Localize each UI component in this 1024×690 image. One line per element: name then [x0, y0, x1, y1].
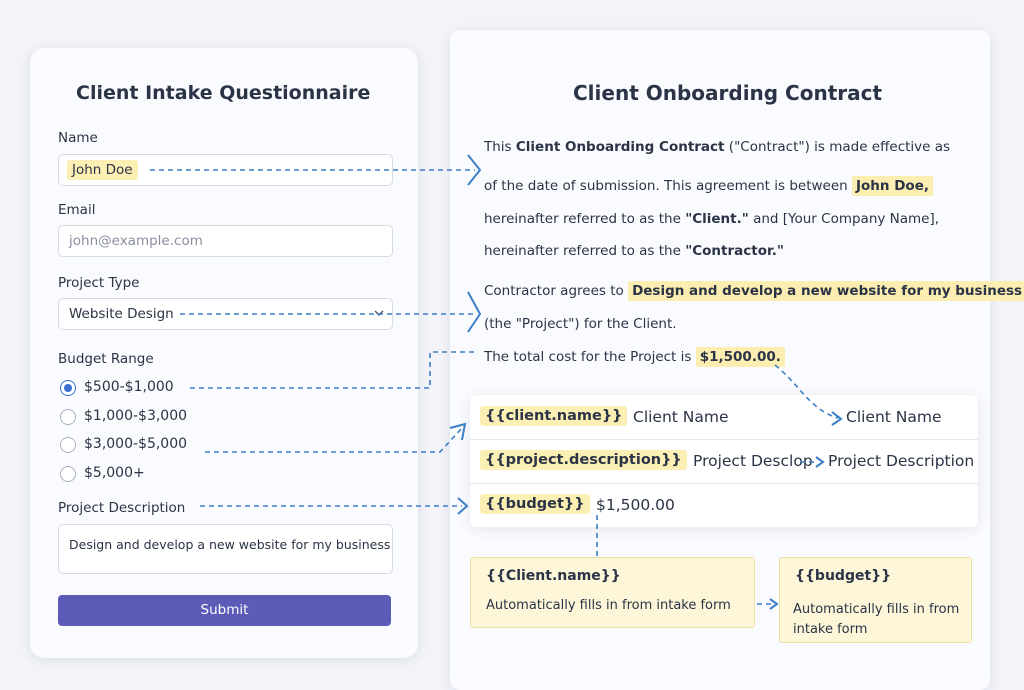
note-text: Automatically fills in from intake form: [486, 598, 731, 613]
source-value: $1,500.00: [596, 496, 675, 514]
contract-line: hereinafter referred to as the "Client."…: [484, 211, 939, 227]
form-title: Client Intake Questionnaire: [76, 82, 371, 104]
source-value: Project Desclop: [693, 452, 813, 470]
text-segment: hereinafter referred to as the: [484, 211, 686, 227]
contract-line: The total cost for the Project is $1,500…: [484, 347, 785, 367]
note: [470, 557, 755, 628]
select-value: Website Design: [69, 306, 174, 322]
text-segment: and [Your Company Name],: [748, 211, 940, 227]
text-segment: John Doe,: [852, 176, 933, 196]
note-tag: {{Client.name}}: [486, 568, 621, 584]
contract-line: of the date of submission. This agreemen…: [484, 176, 933, 196]
email-input[interactable]: john@example.com: [58, 225, 393, 257]
radio[interactable]: [60, 437, 76, 454]
contract-line: hereinafter referred to as the "Contract…: [484, 243, 784, 259]
radio-label: $500-$1,000: [84, 379, 174, 395]
label: Budget Range: [58, 351, 154, 367]
source-value: Client Name: [633, 408, 729, 426]
radio-label: $5,000+: [84, 465, 145, 482]
radio[interactable]: [60, 408, 76, 425]
text-segment: $1,500.00.: [695, 347, 785, 367]
placeholder-tag: {{project.description}}: [480, 450, 687, 470]
radio[interactable]: [60, 380, 76, 396]
placeholder: john@example.com: [69, 233, 203, 249]
text-segment: hereinafter referred to as the: [484, 243, 686, 259]
contract-line: (the "Project") for the Client.: [484, 316, 677, 332]
text-segment: ("Contract") is made effective as: [724, 139, 951, 155]
text-segment: (the "Project") for the Client.: [484, 316, 677, 332]
label: Project Description: [58, 500, 186, 516]
label: Name: [58, 130, 98, 146]
textarea[interactable]: Design and develop a new website for my …: [58, 524, 393, 574]
text-segment: Client Onboarding Contract: [515, 139, 725, 155]
radio-label: $1,000-$3,000: [84, 407, 188, 424]
text-segment: Contractor agrees to: [484, 283, 629, 299]
chevron: [374, 310, 384, 317]
text-segment: Design and develop a new website for my …: [628, 281, 1024, 301]
contract-title: Client Onboarding Contract: [573, 81, 883, 105]
placeholder-tag: {{budget}}: [480, 494, 590, 514]
target-value: Client Name: [846, 408, 942, 426]
note: [779, 557, 972, 643]
name-input[interactable]: John Doe: [58, 154, 393, 186]
label: Email: [58, 202, 96, 218]
text-segment: The total cost for the Project is: [484, 349, 696, 365]
contract-line: Contractor agrees to Design and develop …: [484, 281, 1024, 301]
select[interactable]: Website Design: [58, 298, 393, 330]
note-text: Automatically fills in from intake form: [793, 602, 960, 637]
text-segment: of the date of submission. This agreemen…: [484, 178, 852, 194]
textarea-value: Design and develop a new website for my …: [69, 537, 391, 552]
radio-label: $3,000-$5,000: [84, 436, 188, 453]
note-tag: {{budget}}: [795, 568, 892, 584]
label: Project Type: [58, 275, 140, 291]
submit-button[interactable]: Submit: [58, 595, 391, 626]
radio-dot: [64, 384, 72, 392]
placeholder-tag: {{client.name}}: [480, 406, 628, 426]
text-segment: "Contractor.": [685, 243, 784, 259]
target-value: Project Description: [828, 452, 975, 470]
text-segment: This: [484, 139, 516, 155]
input-value: John Doe: [67, 160, 138, 180]
radio[interactable]: [60, 466, 76, 483]
contract-line: This Client Onboarding Contract ("Contra…: [484, 139, 950, 155]
text-segment: "Client.": [685, 211, 749, 227]
